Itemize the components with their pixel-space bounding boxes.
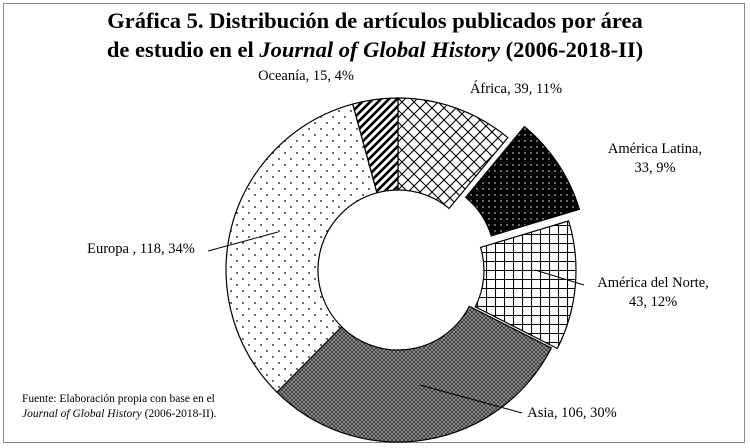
chart-title: Gráfica 5. Distribución de artículos pub… [0, 6, 750, 64]
title-line-2-end: (2006-2018-II) [500, 37, 644, 62]
slice-asia [276, 305, 553, 443]
slices-group [225, 97, 581, 443]
slice-africa [397, 97, 509, 210]
label-europa: Europa , 118, 34% [87, 241, 195, 257]
leader-europa [207, 231, 279, 252]
title-line-1: Gráfica 5. Distribución de artículos pub… [107, 8, 643, 33]
source-note: Fuente: Elaboración propia con base en e… [22, 392, 217, 422]
title-line-2-start: de estudio en el [106, 37, 260, 62]
title-journal-name: Journal of Global History [259, 37, 501, 62]
leader-asia [419, 384, 523, 414]
slice-america-del-norte [474, 220, 577, 350]
leader-lines [207, 231, 585, 414]
title-line-2: de estudio en el Journal of Global Histo… [0, 35, 750, 64]
slice-labels: África, 39, 11% América Latina, 33, 9% Amér… [87, 68, 709, 421]
label-oceania: Oceanía, 15, 4% [258, 68, 354, 84]
label-africa: África, 39, 11% [470, 80, 562, 97]
label-asia: Asia, 106, 30% [527, 405, 616, 421]
source-line-2: Journal of Global History (2006-2018-II)… [22, 407, 217, 422]
slice-oceania [352, 97, 399, 194]
source-line-2-end: (2006-2018-II). [141, 408, 217, 420]
source-line-1: Fuente: Elaboración propia con base en e… [22, 393, 215, 405]
label-america-del-norte: América del Norte, 43, 12% [597, 275, 709, 310]
label-america-latina: América Latina, 33, 9% [608, 141, 702, 176]
slice-america-latina [464, 125, 581, 237]
slice-europa [225, 103, 378, 394]
leader-america-del-norte [534, 269, 585, 286]
source-journal-name: Journal of Global History [22, 408, 142, 420]
